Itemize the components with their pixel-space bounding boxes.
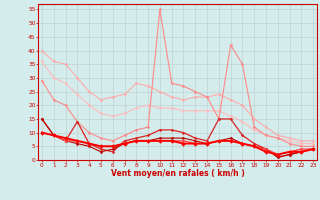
X-axis label: Vent moyen/en rafales ( km/h ): Vent moyen/en rafales ( km/h ) xyxy=(111,169,244,178)
